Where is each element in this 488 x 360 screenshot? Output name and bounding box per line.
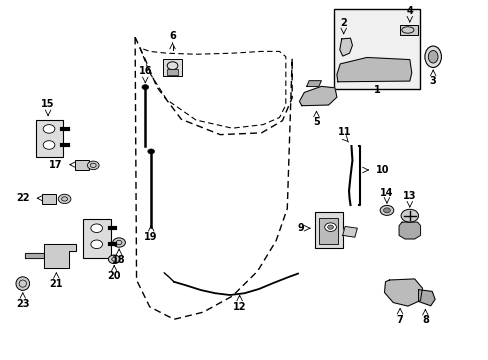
Circle shape: [87, 161, 99, 170]
Circle shape: [147, 149, 154, 154]
Text: 10: 10: [375, 165, 388, 175]
Text: 1: 1: [373, 85, 380, 95]
Text: 20: 20: [107, 271, 121, 282]
Circle shape: [383, 208, 389, 213]
Circle shape: [327, 225, 333, 229]
Bar: [166, 69, 178, 75]
Bar: [83, 219, 111, 258]
Bar: [75, 160, 89, 170]
Text: 15: 15: [41, 99, 55, 109]
Bar: [163, 59, 182, 76]
Bar: [334, 9, 419, 89]
Text: 14: 14: [380, 188, 393, 198]
Polygon shape: [398, 222, 420, 239]
Ellipse shape: [424, 46, 441, 67]
Text: 18: 18: [112, 255, 125, 265]
Polygon shape: [384, 279, 422, 306]
Circle shape: [43, 141, 55, 149]
Bar: [399, 24, 417, 35]
Polygon shape: [44, 244, 76, 267]
Polygon shape: [342, 226, 357, 237]
Circle shape: [113, 238, 125, 247]
Text: 5: 5: [312, 117, 319, 127]
Circle shape: [108, 255, 120, 264]
Text: 8: 8: [421, 315, 428, 325]
Text: 9: 9: [297, 223, 303, 233]
Text: 22: 22: [17, 193, 30, 203]
Text: 21: 21: [49, 279, 63, 289]
Circle shape: [43, 125, 55, 133]
Text: 6: 6: [169, 31, 176, 41]
Text: 19: 19: [144, 232, 158, 242]
Polygon shape: [299, 86, 336, 106]
Text: 13: 13: [402, 192, 416, 202]
Text: 4: 4: [406, 6, 412, 16]
Polygon shape: [418, 290, 434, 306]
Circle shape: [400, 209, 418, 222]
Ellipse shape: [427, 50, 437, 63]
Bar: [42, 194, 56, 203]
Circle shape: [142, 85, 148, 90]
Circle shape: [379, 205, 393, 215]
Text: 2: 2: [340, 18, 346, 28]
Bar: [319, 217, 337, 244]
Circle shape: [324, 223, 336, 231]
Text: 11: 11: [337, 127, 351, 137]
Polygon shape: [25, 252, 44, 257]
Text: 7: 7: [396, 315, 403, 325]
Text: 16: 16: [138, 66, 152, 76]
Polygon shape: [306, 81, 321, 86]
Text: 17: 17: [49, 159, 62, 170]
Text: 23: 23: [16, 299, 29, 309]
Circle shape: [58, 194, 71, 203]
Circle shape: [91, 240, 102, 249]
Ellipse shape: [16, 277, 30, 291]
Bar: [314, 212, 342, 248]
Polygon shape: [339, 38, 352, 56]
Bar: [36, 120, 62, 157]
Circle shape: [91, 224, 102, 233]
Polygon shape: [336, 58, 411, 82]
Text: 12: 12: [232, 302, 246, 312]
Text: 3: 3: [429, 76, 436, 86]
